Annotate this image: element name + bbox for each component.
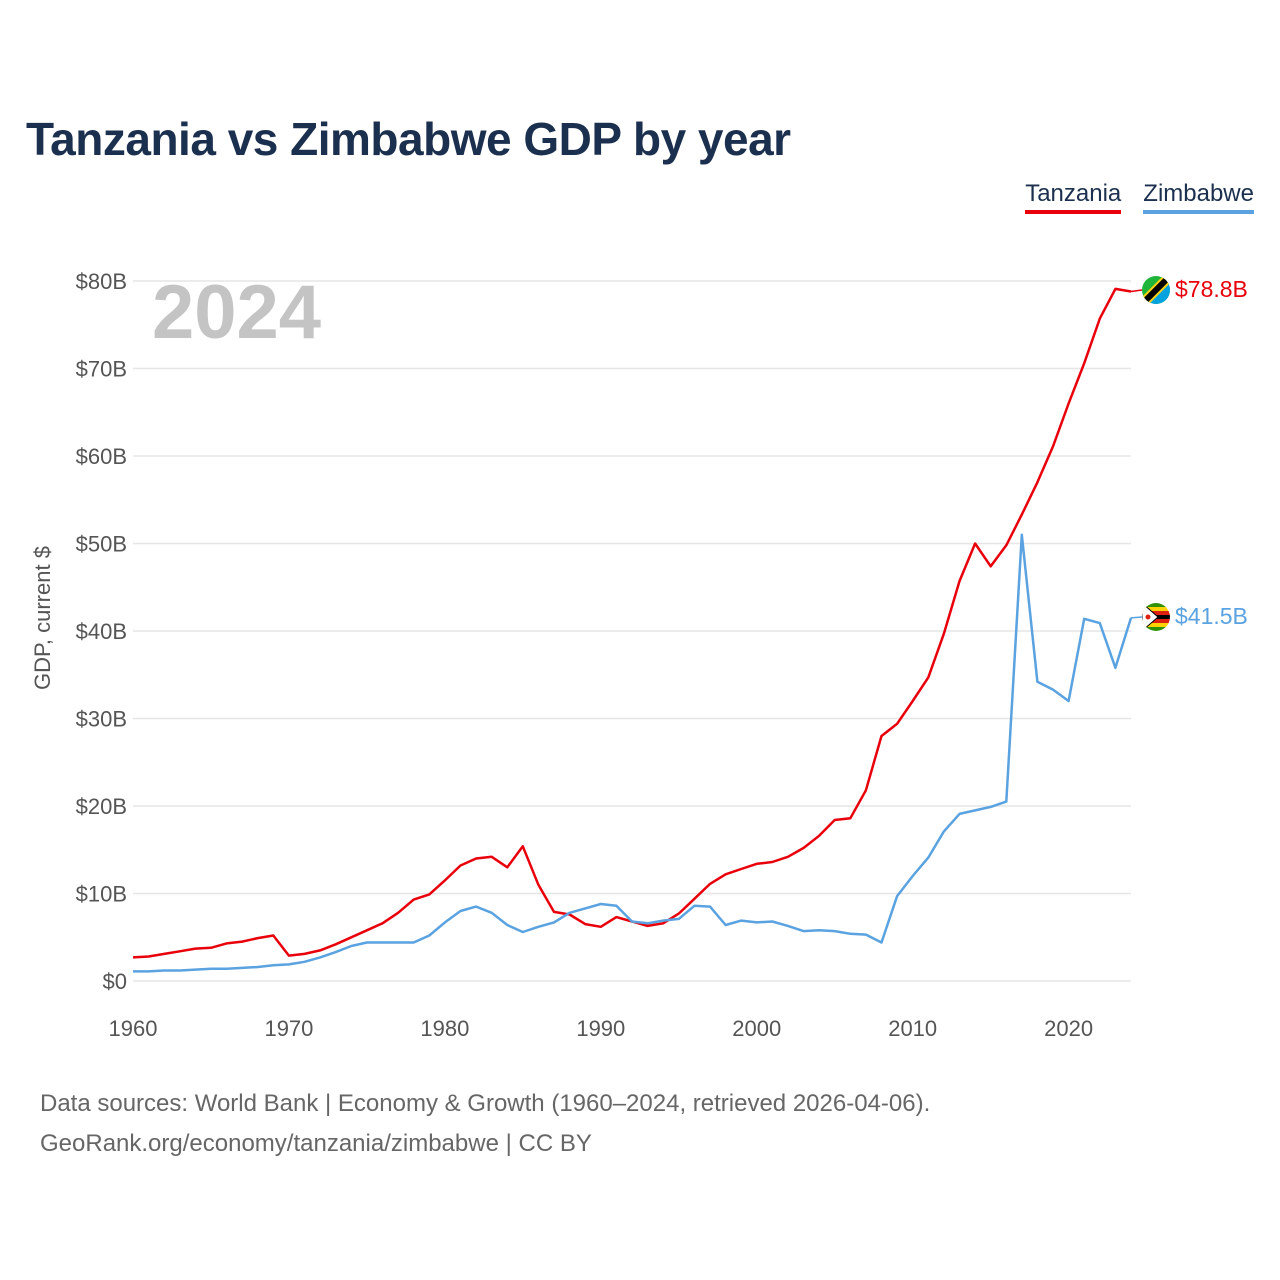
y-tick-label: $50B (76, 532, 127, 557)
y-tick-label: $10B (76, 882, 127, 907)
end-connector (1130, 616, 1143, 619)
x-tick-label: 2020 (1044, 1016, 1093, 1041)
x-tick-label: 1960 (109, 1016, 158, 1041)
y-tick-label: $30B (76, 707, 127, 732)
y-tick-label: $80B (76, 269, 127, 294)
x-tick-label: 2000 (732, 1016, 781, 1041)
legend-item-zimbabwe[interactable]: Zimbabwe (1143, 180, 1254, 214)
legend: Tanzania Zimbabwe (1025, 180, 1254, 214)
series-lines (132, 287, 1143, 973)
legend-item-tanzania[interactable]: Tanzania (1025, 180, 1122, 214)
y-tick-label: $0 (103, 969, 127, 994)
x-tick-label: 1990 (576, 1016, 625, 1041)
chart-title: Tanzania vs Zimbabwe GDP by year (26, 113, 791, 165)
series-line-zimbabwe (133, 533, 1133, 973)
x-tick-label: 1970 (264, 1016, 313, 1041)
end-label-zimbabwe: $41.5B (1175, 603, 1248, 629)
tanzania-flag-icon (1142, 276, 1170, 304)
y-tick-label: $70B (76, 357, 127, 382)
year-display: 2024 (152, 270, 321, 355)
x-axis: 1960 1970 1980 1990 2000 2010 2020 (109, 1016, 1094, 1041)
y-tick-label: $60B (76, 444, 127, 469)
end-label-tanzania: $78.8B (1175, 276, 1248, 302)
source-line-2[interactable]: GeoRank.org/economy/tanzania/zimbabwe | … (40, 1130, 592, 1157)
end-connector (1130, 289, 1143, 293)
x-tick-label: 2010 (888, 1016, 937, 1041)
grid (133, 280, 1131, 982)
zimbabwe-flag-icon (1142, 603, 1170, 631)
y-tick-label: $20B (76, 794, 127, 819)
series-line-tanzania (132, 287, 1132, 959)
x-tick-label: 1980 (420, 1016, 469, 1041)
y-axis: $0 $10B $20B $30B $40B $50B $60B $70B $80B (76, 269, 127, 994)
y-axis-label: GDP, current $ (30, 546, 55, 690)
y-tick-label: $40B (76, 619, 127, 644)
source-line-1: Data sources: World Bank | Economy & Gro… (40, 1090, 931, 1117)
source-note: Data sources: World Bank | Economy & Gro… (40, 1084, 930, 1164)
